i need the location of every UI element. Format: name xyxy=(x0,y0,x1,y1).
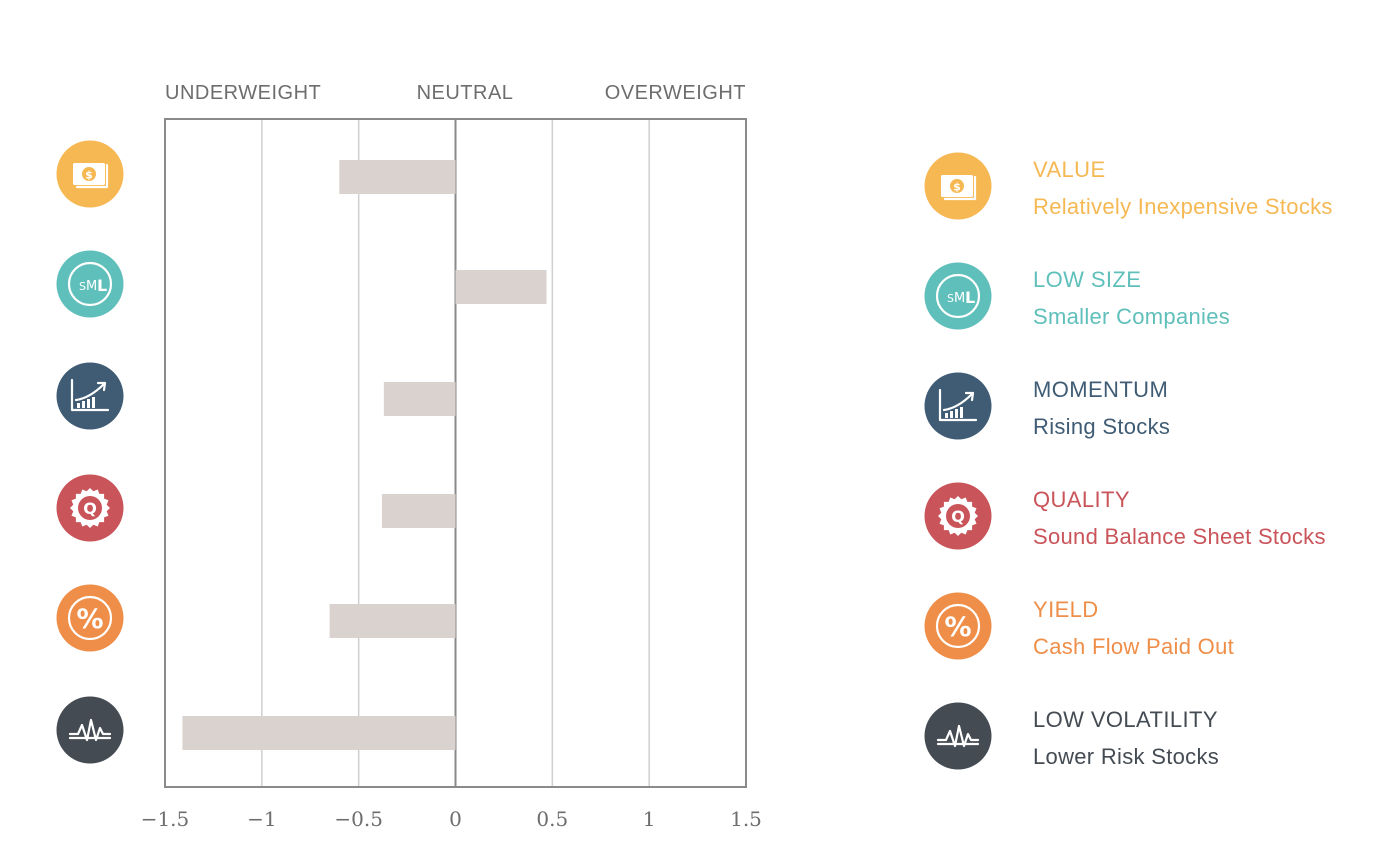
zone-label-neutral: NEUTRAL xyxy=(417,82,514,104)
rising-chart-icon xyxy=(56,362,124,430)
chart-grid xyxy=(164,118,747,788)
svg-text:S: S xyxy=(79,280,86,293)
zone-label-underweight: UNDERWEIGHT xyxy=(165,82,321,104)
x-axis-ticks: −1.5 −1 −0.5 0 0.5 1 1.5 xyxy=(141,807,762,831)
chart-row-icons: $ S M L Q % xyxy=(56,140,124,764)
volatility-wave-icon xyxy=(56,696,124,764)
x-tick-label: 1.5 xyxy=(730,807,762,831)
quality-seal-icon: Q xyxy=(56,474,124,542)
bar-low-volatility xyxy=(182,716,456,750)
x-tick-label: −1 xyxy=(247,807,276,831)
svg-text:Q: Q xyxy=(83,499,97,518)
x-tick-label: 1 xyxy=(643,807,656,831)
bar-low-size xyxy=(455,270,547,304)
svg-text:M: M xyxy=(86,279,97,294)
money-icon: $ xyxy=(56,140,124,208)
svg-text:L: L xyxy=(97,276,107,295)
bar-momentum xyxy=(383,382,456,416)
x-tick-label: 0.5 xyxy=(536,807,568,831)
x-tick-label: −0.5 xyxy=(334,807,383,831)
svg-text:%: % xyxy=(76,604,103,635)
bar-value xyxy=(339,160,456,194)
zone-label-overweight: OVERWEIGHT xyxy=(605,82,746,104)
svg-text:$: $ xyxy=(85,169,93,182)
x-tick-label: 0 xyxy=(449,807,462,831)
bar-yield xyxy=(329,604,456,638)
bar-quality xyxy=(381,494,456,528)
sml-size-icon: S M L xyxy=(56,250,124,318)
zone-labels: UNDERWEIGHT NEUTRAL OVERWEIGHT xyxy=(165,82,746,104)
percent-icon: % xyxy=(56,584,124,652)
chart-bars xyxy=(182,160,547,750)
x-tick-label: −1.5 xyxy=(141,807,190,831)
